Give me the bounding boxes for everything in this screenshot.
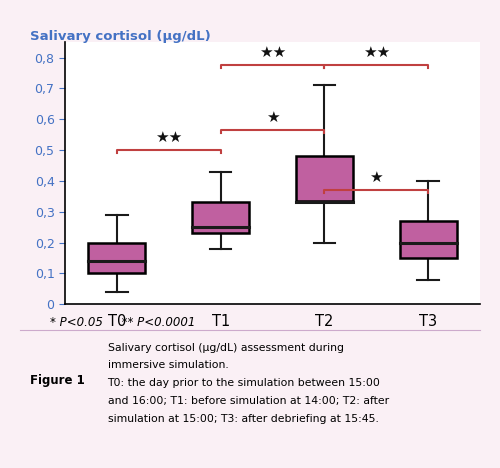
Text: ★★: ★★ xyxy=(155,130,182,145)
Text: ★★: ★★ xyxy=(362,45,390,60)
Text: Salivary cortisol (μg/dL): Salivary cortisol (μg/dL) xyxy=(30,30,211,44)
Text: Figure 1: Figure 1 xyxy=(30,374,84,387)
Bar xyxy=(400,221,456,258)
Text: * P<0.05     ** P<0.0001: * P<0.05 ** P<0.0001 xyxy=(50,316,196,329)
Text: and 16:00; T1: before simulation at 14:00; T2: after: and 16:00; T1: before simulation at 14:0… xyxy=(108,396,388,406)
Text: Salivary cortisol (μg/dL) assessment during: Salivary cortisol (μg/dL) assessment dur… xyxy=(108,343,344,352)
Text: ★: ★ xyxy=(370,170,383,185)
Text: ★★: ★★ xyxy=(259,45,286,60)
Bar xyxy=(192,203,249,233)
Text: simulation at 15:00; T3: after debriefing at 15:45.: simulation at 15:00; T3: after debriefin… xyxy=(108,414,378,424)
Bar xyxy=(88,242,146,273)
Text: immersive simulation.: immersive simulation. xyxy=(108,360,228,370)
Text: T0: the day prior to the simulation between 15:00: T0: the day prior to the simulation betw… xyxy=(108,378,380,388)
Bar xyxy=(296,156,353,201)
Text: ★: ★ xyxy=(266,110,280,125)
